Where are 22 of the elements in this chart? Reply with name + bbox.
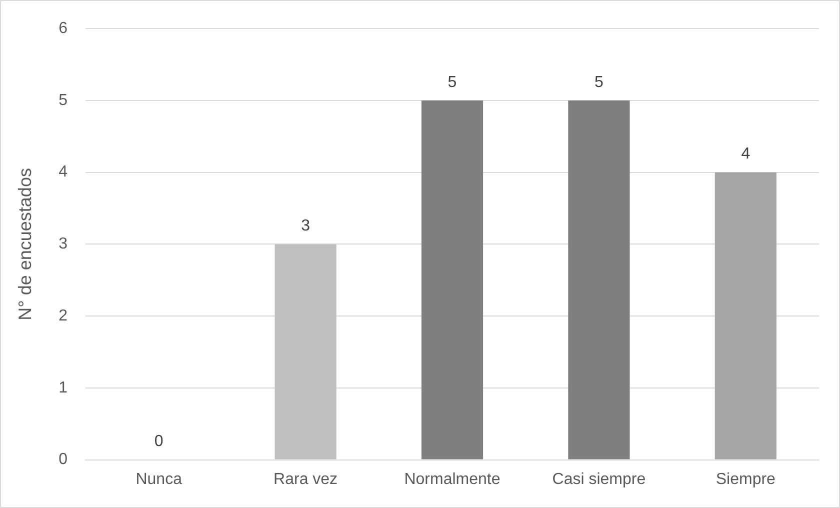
data-label: 0	[154, 433, 164, 450]
y-tick-label: 3	[58, 236, 68, 253]
data-label: 3	[301, 218, 310, 235]
y-tick-label: 0	[58, 451, 68, 468]
y-axis-title: N° de encuestados	[14, 168, 35, 320]
data-label: 4	[741, 146, 750, 163]
bar	[274, 244, 336, 460]
y-tick-label: 1	[58, 379, 68, 396]
x-tick-label: Normalmente	[404, 470, 500, 488]
data-label: 5	[448, 74, 457, 91]
x-tick-label: Siempre	[716, 470, 776, 488]
x-tick-label: Rara vez	[274, 470, 338, 488]
y-tick-label: 6	[58, 20, 68, 38]
bar	[714, 172, 776, 460]
data-label: 5	[594, 74, 604, 91]
bar	[568, 100, 630, 460]
bar	[421, 100, 484, 460]
y-tick-label: 4	[58, 164, 68, 181]
x-tick-label: Nunca	[136, 470, 182, 488]
x-tick-label: Casi siempre	[552, 470, 646, 488]
y-tick-label: 2	[58, 307, 68, 324]
y-tick-label: 5	[58, 92, 68, 109]
